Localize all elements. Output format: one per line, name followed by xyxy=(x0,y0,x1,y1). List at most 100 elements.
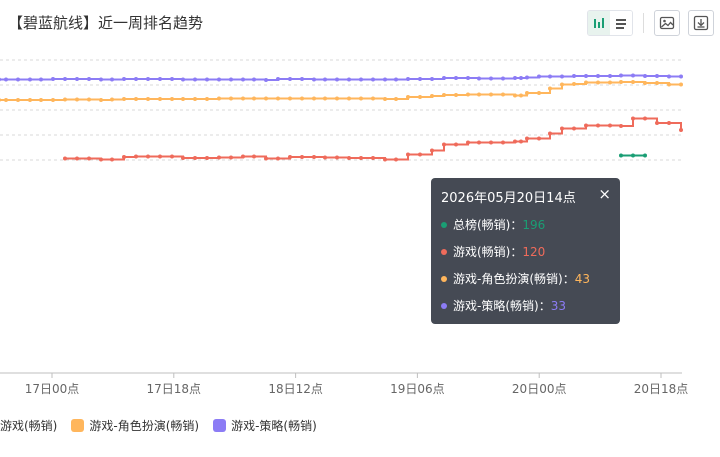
bar-chart-icon[interactable] xyxy=(588,11,610,35)
data-point[interactable] xyxy=(146,154,150,159)
data-point[interactable] xyxy=(631,80,635,84)
data-point[interactable] xyxy=(347,156,351,160)
data-point[interactable] xyxy=(619,153,623,158)
data-point[interactable] xyxy=(667,82,671,87)
data-point[interactable] xyxy=(335,77,339,82)
data-point[interactable] xyxy=(205,156,209,160)
data-point[interactable] xyxy=(655,74,659,78)
data-point[interactable] xyxy=(548,131,552,136)
data-point[interactable] xyxy=(134,77,138,81)
data-point[interactable] xyxy=(335,96,339,101)
data-point[interactable] xyxy=(288,96,292,101)
data-point[interactable] xyxy=(134,97,138,101)
data-point[interactable] xyxy=(418,95,422,99)
data-point[interactable] xyxy=(655,81,659,85)
data-point[interactable] xyxy=(406,77,410,81)
data-point[interactable] xyxy=(241,154,245,159)
data-point[interactable] xyxy=(619,124,623,128)
data-point[interactable] xyxy=(596,80,600,85)
data-point[interactable] xyxy=(560,74,564,79)
data-point[interactable] xyxy=(584,123,588,128)
data-point[interactable] xyxy=(347,77,351,82)
legend-item-rpg[interactable]: 游戏-角色扮演(畅销) xyxy=(71,417,199,434)
data-point[interactable] xyxy=(394,97,398,101)
data-point[interactable] xyxy=(359,77,363,82)
data-point[interactable] xyxy=(181,97,185,101)
data-point[interactable] xyxy=(560,126,564,131)
data-point[interactable] xyxy=(158,97,162,101)
data-point[interactable] xyxy=(276,96,280,101)
data-point[interactable] xyxy=(519,139,523,144)
data-point[interactable] xyxy=(619,80,623,84)
data-point[interactable] xyxy=(229,77,233,82)
data-point[interactable] xyxy=(406,152,410,157)
data-point[interactable] xyxy=(371,156,375,160)
data-point[interactable] xyxy=(501,76,505,81)
data-point[interactable] xyxy=(643,81,647,85)
image-icon[interactable] xyxy=(654,10,680,36)
data-point[interactable] xyxy=(300,155,304,159)
data-point[interactable] xyxy=(608,123,612,128)
data-point[interactable] xyxy=(288,155,292,159)
data-point[interactable] xyxy=(63,77,67,81)
data-point[interactable] xyxy=(631,73,635,78)
data-point[interactable] xyxy=(170,77,174,81)
data-point[interactable] xyxy=(264,96,268,101)
data-point[interactable] xyxy=(619,73,623,78)
data-point[interactable] xyxy=(181,156,185,160)
data-point[interactable] xyxy=(442,93,446,97)
data-point[interactable] xyxy=(28,98,32,102)
data-point[interactable] xyxy=(323,155,327,160)
data-point[interactable] xyxy=(16,77,20,82)
data-point[interactable] xyxy=(170,97,174,101)
data-point[interactable] xyxy=(572,82,576,86)
data-point[interactable] xyxy=(63,156,67,161)
data-point[interactable] xyxy=(63,97,67,102)
data-point[interactable] xyxy=(596,74,600,78)
data-point[interactable] xyxy=(39,98,43,102)
data-point[interactable] xyxy=(134,154,138,159)
ranking-trend-chart[interactable]: 17日00点 17日18点 18日12点 19日06点 20日00点 20日18点 xyxy=(0,40,720,410)
data-point[interactable] xyxy=(252,77,256,82)
data-point[interactable] xyxy=(501,92,505,97)
data-point[interactable] xyxy=(537,91,541,95)
data-point[interactable] xyxy=(264,156,268,161)
data-point[interactable] xyxy=(466,76,470,80)
data-point[interactable] xyxy=(312,155,316,159)
data-point[interactable] xyxy=(87,97,91,102)
data-point[interactable] xyxy=(75,77,79,81)
data-point[interactable] xyxy=(667,74,671,79)
data-point[interactable] xyxy=(323,77,327,82)
data-point[interactable] xyxy=(584,74,588,78)
data-point[interactable] xyxy=(560,82,564,87)
data-point[interactable] xyxy=(300,96,304,101)
data-point[interactable] xyxy=(87,156,91,161)
close-icon[interactable]: × xyxy=(598,185,611,203)
data-point[interactable] xyxy=(572,126,576,131)
data-point[interactable] xyxy=(383,157,387,162)
data-point[interactable] xyxy=(4,98,8,102)
data-point[interactable] xyxy=(39,77,43,82)
data-point[interactable] xyxy=(110,157,114,162)
data-point[interactable] xyxy=(229,96,233,101)
data-point[interactable] xyxy=(205,77,209,82)
data-point[interactable] xyxy=(312,96,316,101)
data-point[interactable] xyxy=(158,154,162,159)
data-point[interactable] xyxy=(596,123,600,128)
data-point[interactable] xyxy=(193,97,197,101)
data-point[interactable] xyxy=(584,80,588,85)
legend-item-game[interactable]: 游戏(畅销) xyxy=(0,417,57,434)
data-point[interactable] xyxy=(383,77,387,82)
data-point[interactable] xyxy=(99,77,103,82)
data-point[interactable] xyxy=(0,77,1,82)
data-point[interactable] xyxy=(51,77,55,81)
data-point[interactable] xyxy=(193,77,197,82)
data-point[interactable] xyxy=(406,95,410,99)
data-point[interactable] xyxy=(454,142,458,147)
data-point[interactable] xyxy=(548,86,552,91)
data-point[interactable] xyxy=(394,77,398,82)
data-point[interactable] xyxy=(288,77,292,81)
data-point[interactable] xyxy=(323,96,327,101)
data-point[interactable] xyxy=(99,98,103,102)
data-point[interactable] xyxy=(537,136,541,141)
